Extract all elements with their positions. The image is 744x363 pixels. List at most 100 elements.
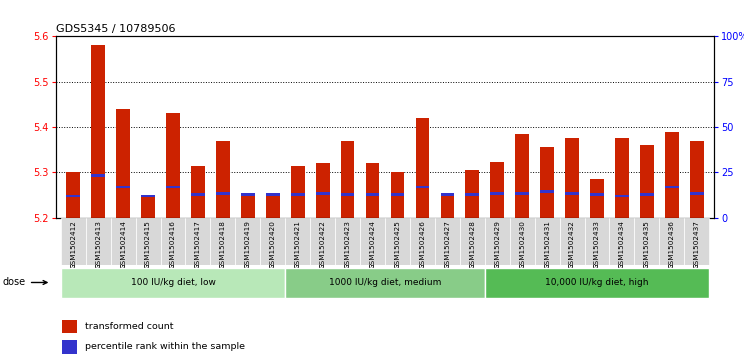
Bar — [391, 193, 404, 196]
Bar — [540, 190, 554, 193]
Bar — [341, 193, 354, 196]
Bar — [285, 218, 310, 265]
Bar — [360, 218, 385, 265]
Text: GSM1502417: GSM1502417 — [195, 220, 201, 269]
Text: GSM1502413: GSM1502413 — [95, 220, 101, 269]
Bar — [690, 141, 704, 218]
Bar — [166, 114, 180, 218]
Bar — [216, 141, 230, 218]
Bar — [466, 170, 479, 218]
Text: GSM1502418: GSM1502418 — [220, 220, 226, 269]
Bar — [315, 192, 330, 195]
Bar — [66, 172, 80, 218]
Bar — [315, 163, 330, 218]
Bar — [161, 218, 185, 265]
Bar — [416, 118, 429, 218]
Text: 1000 IU/kg diet, medium: 1000 IU/kg diet, medium — [329, 278, 441, 287]
Text: GSM1502422: GSM1502422 — [320, 220, 326, 269]
Text: GSM1502429: GSM1502429 — [494, 220, 500, 269]
Bar — [460, 218, 485, 265]
Text: GDS5345 / 10789506: GDS5345 / 10789506 — [56, 24, 176, 34]
Bar — [111, 218, 135, 265]
Bar — [609, 218, 635, 265]
Bar — [211, 218, 235, 265]
Bar — [241, 193, 254, 196]
Bar — [366, 193, 379, 196]
Bar — [540, 147, 554, 218]
Bar — [590, 193, 604, 196]
Text: GSM1502426: GSM1502426 — [420, 220, 426, 269]
Bar — [260, 218, 285, 265]
Bar — [640, 145, 654, 218]
Bar — [665, 185, 679, 188]
Text: GSM1502420: GSM1502420 — [270, 220, 276, 269]
Text: percentile rank within the sample: percentile rank within the sample — [85, 342, 245, 351]
Text: GSM1502416: GSM1502416 — [170, 220, 176, 269]
Text: GSM1502427: GSM1502427 — [444, 220, 450, 269]
Bar — [659, 218, 684, 265]
Text: transformed count: transformed count — [85, 322, 173, 331]
Bar — [241, 195, 254, 218]
Bar — [466, 193, 479, 196]
Text: GSM1502425: GSM1502425 — [394, 220, 400, 269]
Text: 100 IU/kg diet, low: 100 IU/kg diet, low — [131, 278, 216, 287]
Bar — [291, 166, 304, 218]
Text: GSM1502421: GSM1502421 — [295, 220, 301, 269]
Bar — [86, 218, 111, 265]
Bar — [615, 138, 629, 218]
Bar — [166, 185, 180, 188]
Bar — [585, 218, 609, 265]
Bar — [435, 218, 460, 265]
Text: GSM1502433: GSM1502433 — [594, 220, 600, 269]
Bar — [335, 218, 360, 265]
Bar — [61, 218, 86, 265]
Bar — [266, 193, 280, 196]
Bar — [62, 340, 77, 354]
Bar — [141, 195, 155, 197]
Bar — [535, 218, 559, 265]
Bar — [665, 132, 679, 218]
Text: GSM1502423: GSM1502423 — [344, 220, 350, 269]
Bar — [285, 269, 485, 298]
Bar — [385, 218, 410, 265]
Text: 10,000 IU/kg diet, high: 10,000 IU/kg diet, high — [545, 278, 649, 287]
Text: GSM1502414: GSM1502414 — [120, 220, 126, 269]
Text: GSM1502434: GSM1502434 — [619, 220, 625, 269]
Bar — [440, 193, 455, 196]
Bar — [116, 185, 130, 188]
Bar — [565, 138, 579, 218]
Bar — [141, 197, 155, 218]
Text: GSM1502415: GSM1502415 — [145, 220, 151, 269]
Bar — [635, 218, 659, 265]
Bar — [684, 218, 709, 265]
Text: GSM1502419: GSM1502419 — [245, 220, 251, 269]
Bar — [416, 185, 429, 188]
Bar — [266, 196, 280, 218]
Text: GSM1502436: GSM1502436 — [669, 220, 675, 269]
Text: GSM1502424: GSM1502424 — [370, 220, 376, 269]
Bar — [310, 218, 335, 265]
Bar — [516, 134, 529, 218]
Text: GSM1502432: GSM1502432 — [569, 220, 575, 269]
Text: GSM1502412: GSM1502412 — [70, 220, 76, 269]
Bar — [485, 269, 709, 298]
Bar — [62, 320, 77, 333]
Bar — [235, 218, 260, 265]
Text: GSM1502428: GSM1502428 — [469, 220, 475, 269]
Bar — [116, 109, 130, 218]
Bar — [690, 192, 704, 195]
Bar — [92, 174, 105, 177]
Bar — [559, 218, 585, 265]
Bar — [191, 193, 205, 196]
Bar — [366, 163, 379, 218]
Bar — [291, 193, 304, 196]
Bar — [61, 269, 285, 298]
Bar — [510, 218, 535, 265]
Text: dose: dose — [3, 277, 47, 287]
Bar — [185, 218, 211, 265]
Bar — [516, 192, 529, 195]
Bar — [92, 45, 105, 218]
Text: GSM1502435: GSM1502435 — [644, 220, 650, 269]
Text: GSM1502437: GSM1502437 — [694, 220, 700, 269]
Bar — [440, 196, 455, 218]
